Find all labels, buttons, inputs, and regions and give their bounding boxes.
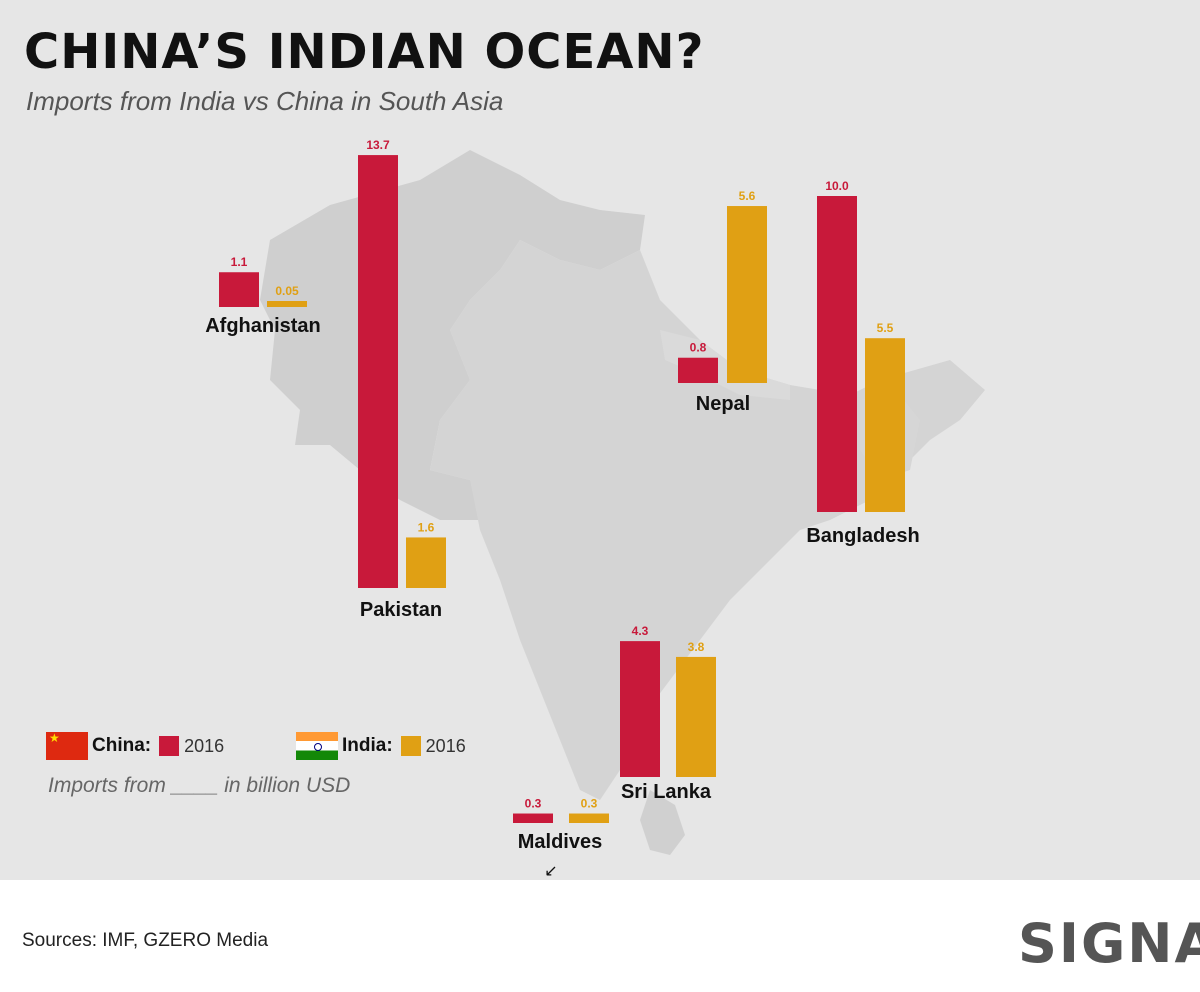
footer bbox=[0, 880, 1200, 992]
bar-china-afghanistan bbox=[219, 272, 259, 307]
india-flag-icon bbox=[296, 732, 338, 760]
bar-india-nepal bbox=[727, 206, 767, 383]
country-label-pakistan: Pakistan bbox=[360, 599, 442, 621]
page-subtitle: Imports from India vs China in South Asi… bbox=[26, 86, 504, 116]
map-northwest-region bbox=[260, 150, 645, 520]
signal-logo: SIGNAL bbox=[1018, 912, 1200, 975]
page-title: CHINA’S INDIAN OCEAN? bbox=[24, 24, 705, 80]
bar-india-pakistan bbox=[406, 537, 446, 588]
country-label-maldives: Maldives bbox=[518, 831, 602, 853]
bar-china-pakistan bbox=[358, 155, 398, 588]
bar-china-sri-lanka bbox=[620, 641, 660, 777]
china-flag-icon bbox=[46, 731, 88, 760]
value-label-india-maldives: 0.3 bbox=[581, 797, 598, 811]
bar-india-maldives bbox=[569, 813, 609, 823]
value-label-china-afghanistan: 1.1 bbox=[231, 255, 248, 269]
bar-india-sri-lanka bbox=[676, 656, 716, 777]
value-label-china-maldives: 0.3 bbox=[525, 797, 542, 811]
country-label-bangladesh: Bangladesh bbox=[806, 525, 919, 547]
bar-china-bangladesh bbox=[817, 196, 857, 512]
value-label-india-sri-lanka: 3.8 bbox=[688, 640, 705, 654]
sources-text: Sources: IMF, GZERO Media bbox=[22, 930, 269, 951]
map-india-region bbox=[430, 240, 985, 800]
maldives-pointer-icon: ↙ bbox=[544, 861, 557, 880]
bar-chart: 1.1 0.05 Afghanistan 13.7 1.6 Pakistan 0.8 5.6 N… bbox=[205, 138, 919, 880]
value-label-india-bangladesh: 5.5 bbox=[877, 321, 894, 335]
legend-unit-note: Imports from ____ in billion USD bbox=[48, 774, 351, 797]
bar-india-bangladesh bbox=[865, 338, 905, 512]
value-label-china-nepal: 0.8 bbox=[690, 341, 707, 355]
country-label-sri-lanka: Sri Lanka bbox=[621, 781, 712, 803]
value-label-india-afghanistan: 0.05 bbox=[275, 284, 299, 298]
legend-india-year: 2016 bbox=[425, 735, 466, 756]
legend-india: India: 2016 bbox=[296, 732, 466, 760]
bar-china-maldives bbox=[513, 813, 553, 823]
legend-india-label: India: bbox=[342, 735, 393, 756]
legend-china: China: 2016 bbox=[46, 731, 225, 760]
country-label-afghanistan: Afghanistan bbox=[205, 315, 321, 337]
india-swatch bbox=[400, 736, 421, 756]
bar-india-afghanistan bbox=[267, 301, 307, 307]
value-label-china-bangladesh: 10.0 bbox=[825, 179, 849, 193]
value-label-china-pakistan: 13.7 bbox=[366, 138, 390, 152]
legend-china-year: 2016 bbox=[184, 735, 225, 756]
value-label-india-nepal: 5.6 bbox=[739, 189, 756, 203]
map-srilanka-region bbox=[640, 790, 685, 855]
value-label-china-sri-lanka: 4.3 bbox=[632, 624, 649, 638]
bar-china-nepal bbox=[678, 357, 718, 383]
value-label-india-pakistan: 1.6 bbox=[418, 520, 435, 534]
china-swatch bbox=[159, 736, 180, 756]
legend-china-label: China: bbox=[92, 735, 152, 756]
country-label-nepal: Nepal bbox=[696, 393, 750, 415]
